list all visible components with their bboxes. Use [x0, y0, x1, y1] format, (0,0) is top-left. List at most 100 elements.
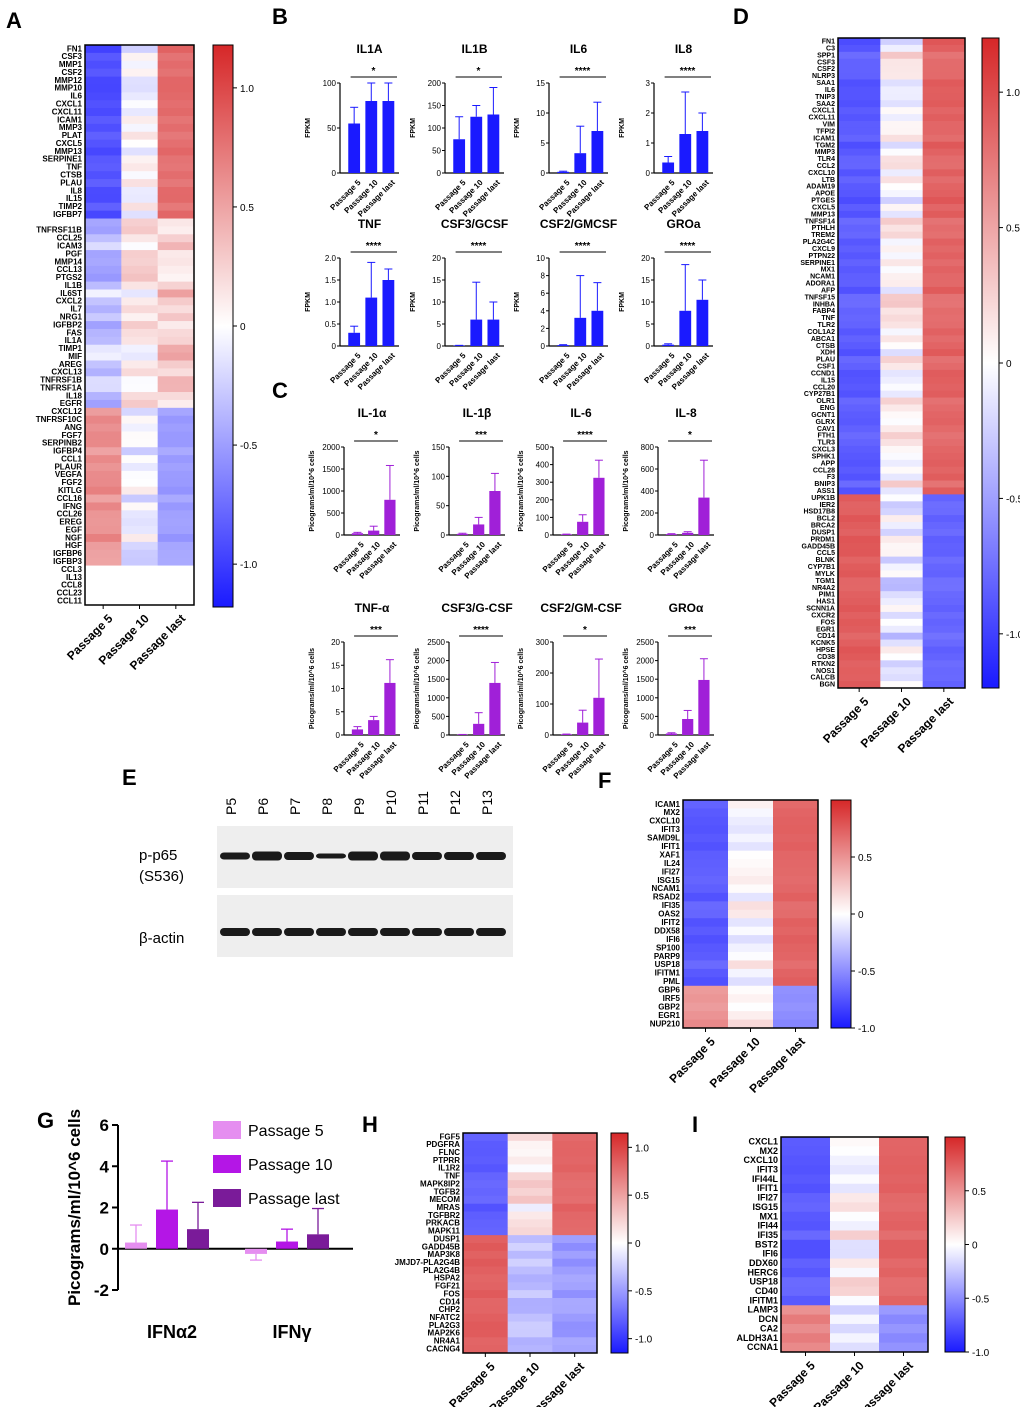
- heatmap-cell: [85, 510, 122, 519]
- heatmap-cell: [879, 1155, 929, 1166]
- heatmap-cell: [463, 1321, 509, 1330]
- y-tick-label: 0: [650, 531, 655, 540]
- heatmap-cell: [85, 368, 122, 377]
- heatmap-cell: [157, 581, 195, 590]
- heatmap-cell: [838, 307, 881, 315]
- gene-label: PRDM1: [810, 536, 835, 543]
- lane-label: P8: [319, 798, 335, 815]
- heatmap-cell: [728, 850, 774, 860]
- y-tick-label: 200: [536, 496, 550, 505]
- heatmap-cell: [121, 194, 159, 204]
- heatmap-cell: [85, 399, 122, 409]
- heatmap-cell: [157, 273, 195, 283]
- heatmap-cell: [922, 487, 966, 495]
- y-tick-label: 0: [441, 531, 446, 540]
- bar: [489, 491, 501, 535]
- gene-label: BST2: [755, 1239, 778, 1249]
- gene-label: EGF: [66, 525, 83, 534]
- heatmap-cell: [781, 1165, 831, 1175]
- heatmap-cell: [838, 58, 881, 67]
- bar: [679, 310, 692, 346]
- heatmap-cell: [922, 535, 966, 544]
- heatmap-cell: [683, 884, 729, 894]
- gene-label: CSF3: [817, 59, 835, 66]
- heatmap-cell: [121, 431, 159, 440]
- gene-label: USP18: [749, 1277, 778, 1287]
- gene-label: ICAM1: [813, 135, 835, 142]
- heatmap-cell: [922, 452, 966, 461]
- chart-title: IL-1α: [358, 406, 387, 420]
- heatmap-cell: [880, 535, 924, 544]
- heatmap-cell: [157, 171, 195, 180]
- heatmap-cell: [880, 114, 924, 122]
- sig-marker: ***: [684, 625, 696, 636]
- heatmap-cell: [838, 632, 881, 640]
- heatmap-cell: [157, 131, 195, 141]
- bar: [156, 1209, 178, 1249]
- gene-label: CCL11: [57, 596, 82, 605]
- heatmap-cell: [773, 825, 819, 835]
- heatmap-cell: [922, 369, 966, 378]
- sig-marker: ****: [577, 430, 593, 441]
- heatmap-cell: [463, 1266, 509, 1275]
- heatmap-cell: [85, 171, 122, 180]
- chart-title: CSF2/GM-CSF: [540, 601, 621, 615]
- heatmap-cell: [922, 314, 966, 322]
- gene-label: IGFBP6: [53, 549, 82, 558]
- heatmap-cell: [85, 549, 122, 559]
- heatmap-cell: [838, 376, 881, 385]
- bar: [348, 123, 361, 173]
- gene-label: PML: [663, 977, 680, 986]
- y-tick-label: 1500: [427, 675, 445, 684]
- heatmap-cell: [922, 542, 966, 551]
- heatmap-cell: [85, 226, 122, 235]
- y-tick-label: 2000: [322, 443, 340, 452]
- heatmap-cell: [838, 653, 881, 661]
- heatmap-cell: [683, 816, 729, 826]
- heatmap-cell: [922, 480, 966, 488]
- bar: [662, 344, 675, 346]
- lane-label: P11: [415, 791, 431, 815]
- bar: [557, 171, 570, 173]
- heatmap-cell: [728, 808, 774, 818]
- bar: [470, 116, 483, 173]
- heatmap-cell: [121, 589, 159, 598]
- heatmap-cell: [85, 100, 122, 109]
- heatmap-cell: [880, 639, 924, 647]
- gene-label: MX2: [664, 808, 681, 817]
- heatmap-cell: [157, 92, 195, 101]
- heatmap-cell: [121, 68, 159, 77]
- heatmap-cell: [838, 605, 881, 613]
- y-tick-label: 5: [437, 320, 442, 329]
- heatmap-cell: [121, 289, 159, 298]
- colorbar-label: 0.5: [240, 203, 254, 214]
- heatmap-cell: [830, 1202, 880, 1213]
- heatmap-cell: [880, 494, 924, 502]
- gene-label: IL6: [825, 87, 835, 94]
- panel-letter-e: E: [122, 765, 137, 790]
- bar: [453, 139, 466, 173]
- heatmap-cell: [773, 960, 819, 970]
- heatmap-cell: [880, 556, 924, 564]
- heatmap-cell: [922, 273, 966, 281]
- heatmap-cell: [157, 526, 195, 535]
- gene-label: NGF: [65, 533, 82, 542]
- heatmap-cell: [773, 850, 819, 860]
- gene-label: SAMD9L: [647, 834, 680, 843]
- heatmap-cell: [879, 1314, 929, 1325]
- gene-label: TLR2: [818, 322, 836, 329]
- y-tick-label: 1000: [427, 694, 445, 703]
- heatmap-cell: [880, 162, 924, 170]
- heatmap-cell: [157, 360, 195, 369]
- bar: [456, 533, 469, 535]
- heatmap-cell: [507, 1337, 553, 1346]
- y-tick-label: 1.0: [325, 298, 337, 307]
- heatmap-cell: [880, 646, 924, 654]
- heatmap-cell: [838, 65, 881, 73]
- gene-label: CXCL10: [743, 1155, 778, 1165]
- heatmap-cell: [781, 1193, 831, 1203]
- gene-label: ALDH3A1: [736, 1333, 778, 1343]
- gene-label: HSPA2: [434, 1274, 461, 1283]
- gene-label: CSF2: [62, 68, 83, 77]
- heatmap-cell: [507, 1274, 553, 1283]
